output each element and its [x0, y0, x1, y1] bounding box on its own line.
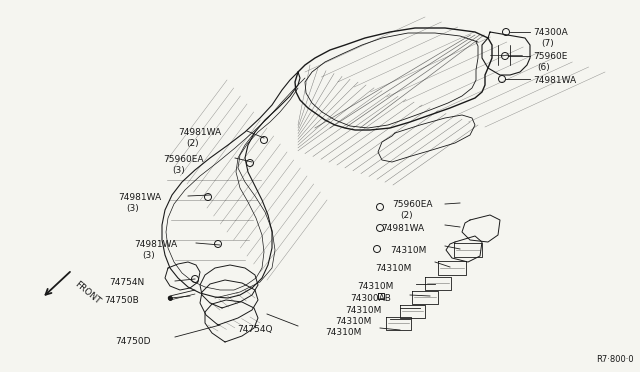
Text: 74310M: 74310M: [345, 306, 381, 315]
Text: FRONT: FRONT: [73, 280, 102, 307]
Text: (3): (3): [126, 204, 139, 213]
Text: 74310M: 74310M: [357, 282, 394, 291]
Text: 75960EA: 75960EA: [163, 155, 204, 164]
Text: (7): (7): [541, 39, 554, 48]
Text: 74754N: 74754N: [109, 278, 144, 287]
Text: 74750B: 74750B: [104, 296, 139, 305]
Text: 74300AB: 74300AB: [350, 294, 391, 303]
Text: 74310M: 74310M: [375, 264, 412, 273]
Text: (2): (2): [186, 139, 198, 148]
Text: 74981WA: 74981WA: [533, 76, 576, 85]
Text: (3): (3): [142, 251, 155, 260]
Text: (3): (3): [172, 166, 185, 175]
Text: 74754Q: 74754Q: [237, 325, 273, 334]
Text: R7·800·0: R7·800·0: [596, 355, 634, 364]
Text: 74981WA: 74981WA: [178, 128, 221, 137]
Text: 75960EA: 75960EA: [392, 200, 433, 209]
Text: 74981WA: 74981WA: [381, 224, 424, 233]
Text: 74300A: 74300A: [533, 28, 568, 37]
Circle shape: [168, 296, 172, 300]
Text: 75960E: 75960E: [533, 52, 568, 61]
Text: 74310M: 74310M: [335, 317, 371, 326]
Text: (6): (6): [537, 63, 550, 72]
Text: 74310M: 74310M: [325, 328, 362, 337]
Text: (2): (2): [400, 211, 413, 220]
Text: 74750D: 74750D: [115, 337, 150, 346]
Text: 74310M: 74310M: [390, 246, 426, 255]
Text: 74981WA: 74981WA: [118, 193, 161, 202]
Text: 74981WA: 74981WA: [134, 240, 177, 249]
